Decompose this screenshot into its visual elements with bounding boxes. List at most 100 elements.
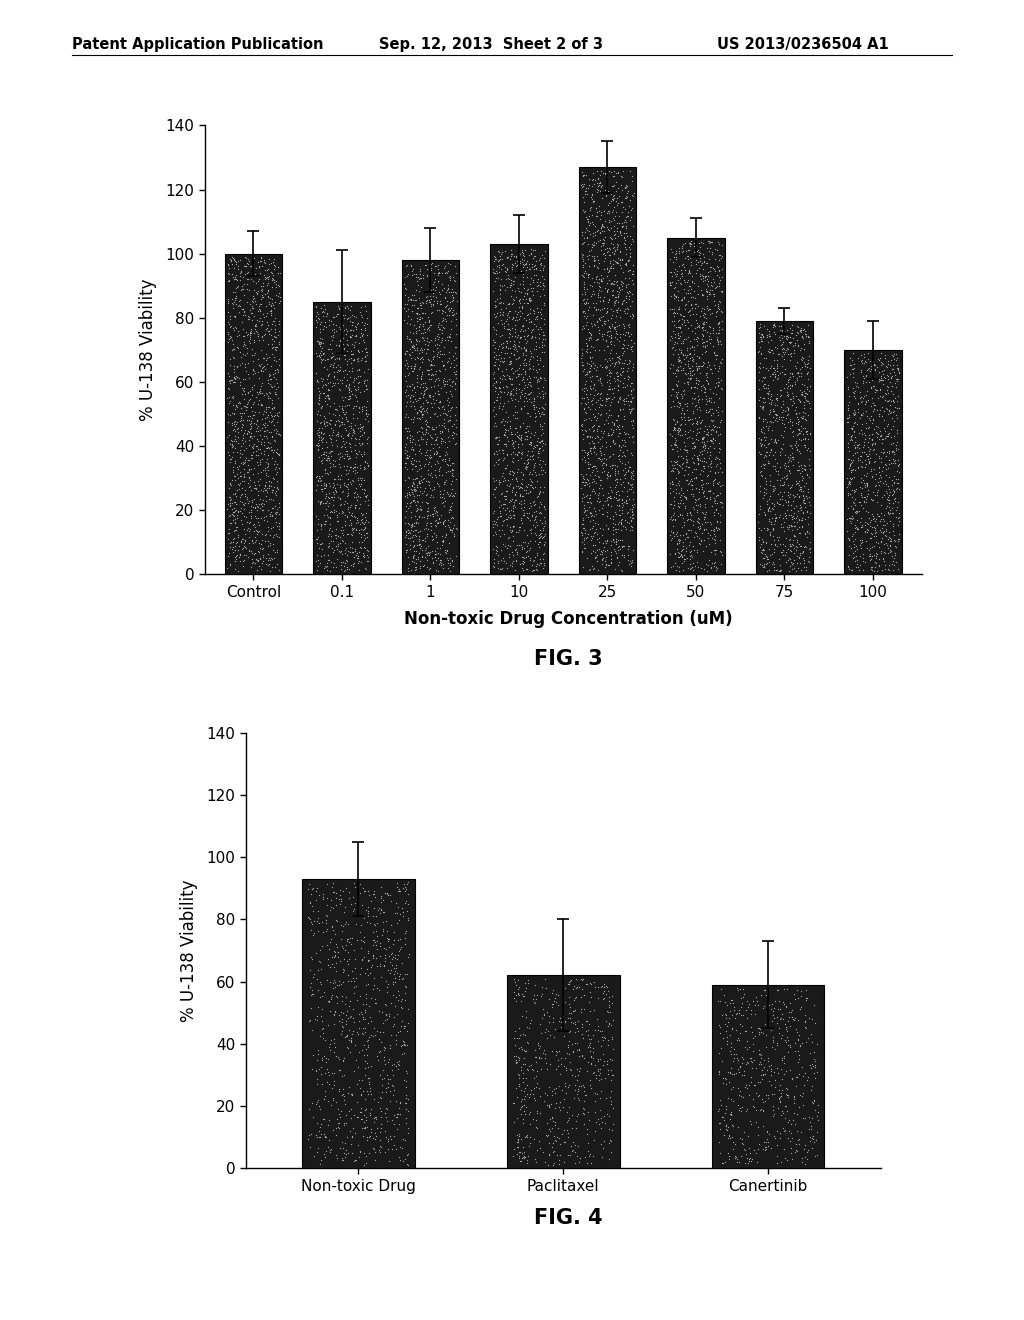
Point (882, 363, 898, 384)
Point (311, 331, 328, 352)
Point (351, 1069, 368, 1090)
Point (390, 1053, 407, 1074)
Point (783, 436, 800, 457)
Point (585, 276, 601, 297)
Point (303, 883, 319, 904)
Point (430, 263, 446, 284)
Point (679, 337, 695, 358)
Point (769, 1146, 785, 1167)
Point (589, 408, 605, 429)
Point (714, 246, 730, 267)
Point (603, 334, 620, 355)
Point (676, 545, 692, 566)
Point (336, 960, 352, 981)
Text: FIG. 3: FIG. 3 (534, 649, 603, 669)
Point (774, 401, 791, 422)
Point (316, 422, 333, 444)
Point (715, 1068, 731, 1089)
Point (683, 544, 699, 565)
Point (797, 455, 813, 477)
Point (412, 306, 428, 327)
Point (708, 384, 724, 405)
Point (355, 458, 372, 479)
Point (685, 403, 701, 424)
Point (610, 425, 627, 446)
Point (591, 396, 607, 417)
Point (384, 985, 400, 1006)
Point (521, 1114, 538, 1135)
Point (415, 264, 431, 285)
Point (442, 508, 459, 529)
Point (609, 469, 626, 490)
Point (222, 327, 239, 348)
Point (595, 1055, 611, 1076)
Point (863, 429, 880, 450)
Point (270, 257, 287, 279)
Point (526, 1089, 543, 1110)
Point (756, 458, 772, 479)
Point (869, 532, 886, 553)
Point (417, 540, 433, 561)
Point (393, 1036, 410, 1057)
Point (498, 488, 514, 510)
Point (604, 444, 621, 465)
Point (495, 396, 511, 417)
Point (843, 449, 859, 470)
Point (406, 378, 422, 399)
Point (341, 995, 357, 1016)
Point (399, 326, 416, 347)
Point (404, 342, 421, 363)
Point (507, 972, 523, 993)
Point (312, 397, 329, 418)
Point (593, 280, 609, 301)
Point (599, 280, 615, 301)
Point (301, 891, 317, 912)
Point (792, 422, 808, 444)
Point (666, 418, 682, 440)
Point (682, 420, 698, 441)
Point (226, 421, 243, 442)
Point (226, 453, 243, 474)
Point (310, 417, 327, 438)
Point (329, 368, 345, 389)
Point (735, 986, 752, 1007)
Point (851, 438, 867, 459)
Point (400, 944, 417, 965)
Point (433, 428, 450, 449)
Point (357, 507, 374, 528)
Point (606, 264, 623, 285)
Point (761, 326, 777, 347)
Point (713, 247, 729, 268)
Point (254, 281, 270, 302)
Point (596, 447, 612, 469)
Point (441, 512, 458, 533)
Point (589, 356, 605, 378)
Point (674, 553, 690, 574)
Point (774, 474, 791, 495)
Point (419, 543, 435, 564)
Point (600, 413, 616, 434)
Point (254, 284, 270, 305)
Point (268, 422, 285, 444)
Point (581, 264, 597, 285)
Point (514, 469, 530, 490)
Point (431, 384, 447, 405)
Point (267, 384, 284, 405)
Point (792, 463, 808, 484)
Point (780, 385, 797, 407)
Point (856, 486, 872, 507)
Point (594, 220, 610, 242)
Point (256, 441, 272, 462)
Point (689, 411, 706, 432)
Point (559, 1110, 575, 1131)
Point (594, 548, 610, 569)
Point (406, 515, 422, 536)
Point (326, 1041, 342, 1063)
Point (883, 453, 899, 474)
Point (485, 500, 502, 521)
Point (589, 418, 605, 440)
Point (345, 556, 361, 577)
Point (756, 995, 772, 1016)
Point (584, 986, 600, 1007)
Point (226, 268, 243, 289)
